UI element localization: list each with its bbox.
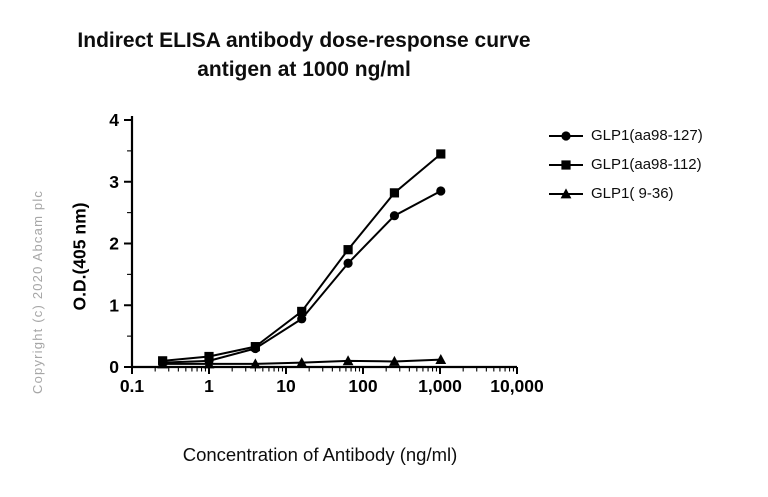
legend-label: GLP1(aa98-112) bbox=[591, 156, 702, 173]
y-tick-label: 3 bbox=[109, 172, 119, 192]
triangle-marker bbox=[389, 355, 400, 366]
x-axis-label: Concentration of Antibody (ng/ml) bbox=[182, 444, 458, 465]
y-tick-label: 1 bbox=[109, 295, 119, 315]
square-marker bbox=[204, 351, 214, 362]
circle-marker bbox=[436, 186, 446, 196]
circle-marker-icon bbox=[549, 130, 583, 141]
legend-item: GLP1( 9-36) bbox=[548, 185, 703, 202]
circle-marker bbox=[389, 211, 400, 221]
circle-marker bbox=[297, 314, 307, 324]
circle-marker bbox=[343, 258, 353, 268]
triangle-marker bbox=[157, 358, 169, 369]
legend-item: GLP1(aa98-112) bbox=[548, 156, 703, 173]
triangle-marker bbox=[342, 355, 354, 366]
legend-label: GLP1( 9-36) bbox=[591, 185, 674, 202]
triangle-marker bbox=[203, 358, 215, 369]
triangle-marker bbox=[560, 187, 572, 198]
x-tick-label: 1 bbox=[204, 376, 214, 396]
chart-title-line2: antigen at 1000 ng/ml bbox=[197, 58, 411, 81]
square-marker bbox=[436, 149, 446, 159]
x-tick-label: 10,000 bbox=[490, 376, 544, 396]
triangle-marker-icon bbox=[549, 187, 583, 198]
chart-title: Indirect ELISA antibody dose-response cu… bbox=[8, 26, 600, 84]
legend-item: GLP1(aa98-127) bbox=[548, 127, 703, 144]
triangle-marker bbox=[249, 358, 261, 369]
square-marker bbox=[389, 188, 400, 198]
square-marker bbox=[561, 159, 571, 170]
y-tick-label: 2 bbox=[109, 234, 119, 254]
series-line-1 bbox=[162, 153, 442, 362]
square-marker-icon bbox=[549, 159, 583, 170]
square-marker bbox=[297, 306, 307, 317]
triangle-marker bbox=[435, 353, 447, 364]
x-tick-label: 10 bbox=[276, 376, 296, 396]
x-tick-label: 1,000 bbox=[418, 376, 462, 396]
y-tick-label: 4 bbox=[109, 110, 119, 130]
legend-label: GLP1(aa98-127) bbox=[591, 127, 703, 144]
chart-title-line1: Indirect ELISA antibody dose-response cu… bbox=[77, 29, 531, 52]
legend: GLP1(aa98-127) GLP1(aa98-112) GLP1( 9-36) bbox=[548, 127, 703, 202]
circle-marker bbox=[561, 130, 571, 141]
triangle-marker bbox=[296, 357, 308, 368]
y-tick-label: 0 bbox=[109, 357, 119, 377]
x-tick-label: 100 bbox=[348, 376, 377, 396]
x-tick-label: 0.1 bbox=[120, 376, 145, 396]
square-marker bbox=[250, 342, 260, 352]
square-marker bbox=[343, 245, 353, 255]
series-line-0 bbox=[162, 190, 442, 364]
